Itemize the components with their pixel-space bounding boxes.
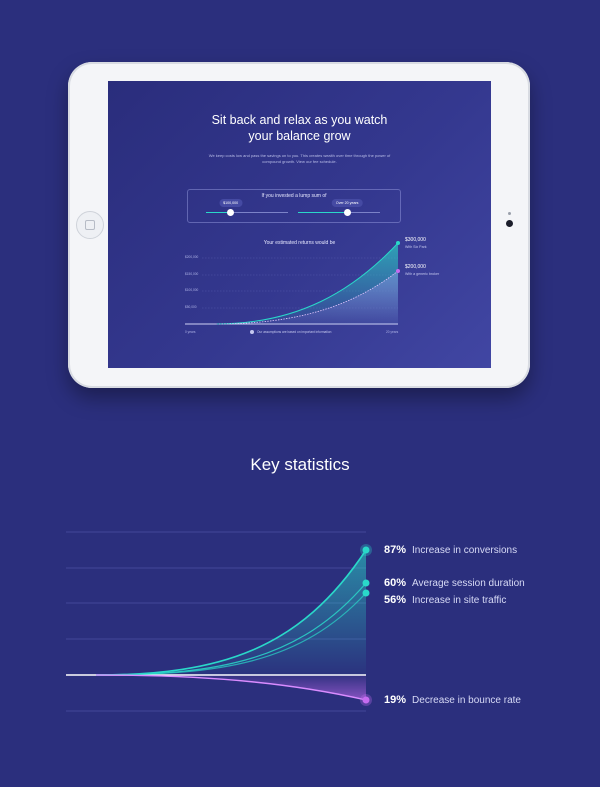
years-slider-fill: [298, 212, 348, 213]
years-value-pill: Over 20 years: [331, 199, 363, 207]
broker-callout-value: $200,000: [405, 264, 426, 270]
device-screen: Sit back and relax as you watch your bal…: [108, 81, 491, 368]
bounce-point: [362, 696, 370, 704]
amount-slider-fill: [206, 212, 231, 213]
stat-label: Increase in conversions: [412, 545, 518, 556]
stat-percent: 56%: [384, 594, 407, 606]
sixpark-line: [215, 242, 399, 325]
amount-slider[interactable]: $100,000: [206, 199, 288, 216]
traffic-line: [95, 592, 367, 676]
investment-calculator: If you invested a lump sum of $100,000 O…: [187, 189, 401, 223]
key-statistics-title: Key statistics: [250, 455, 350, 474]
sixpark-end-point: [396, 241, 400, 245]
stat-label: Average session duration: [412, 578, 525, 589]
light-sensor: [508, 212, 511, 215]
hero-subtitle: We keep costs low and pass the savings o…: [208, 153, 391, 164]
info-icon: [250, 330, 254, 335]
amount-slider-handle[interactable]: [227, 209, 235, 216]
amount-value-pill: $100,000: [219, 199, 243, 207]
stat-percent: 60%: [384, 577, 407, 589]
stat-label: Decrease in bounce rate: [412, 695, 521, 706]
front-camera: [506, 220, 513, 227]
stat-percent: 19%: [384, 694, 407, 706]
bounce-area: [96, 675, 366, 700]
stat-percent: 87%: [384, 544, 407, 556]
assumptions-note[interactable]: Our assumptions are based on important i…: [250, 330, 332, 335]
stat-label: Increase in site traffic: [412, 595, 507, 606]
sixpark-area: [216, 243, 398, 324]
returns-chart-title: Your estimated returns would be: [263, 240, 336, 246]
conversions-point: [362, 546, 370, 554]
home-button: [76, 211, 104, 239]
conversions-area: [96, 550, 366, 675]
ipad-device-frame: Sit back and relax as you watch your bal…: [68, 62, 530, 388]
y-tick: $150,000: [185, 272, 199, 276]
broker-end-point: [396, 269, 400, 273]
sixpark-callout-label: With Six Park: [405, 245, 427, 249]
stat-site-traffic: 56% Increase in site traffic: [384, 594, 506, 606]
stat-session-duration: 60% Average session duration: [384, 577, 525, 589]
calculator-title: If you invested a lump sum of: [261, 193, 327, 199]
hero-title: Sit back and relax as you watch your bal…: [211, 113, 388, 143]
years-slider[interactable]: Over 20 years: [298, 199, 380, 216]
stat-conversions: 87% Increase in conversions: [384, 544, 517, 556]
sixpark-callout-value: $300,000: [405, 237, 426, 243]
assumptions-note-text: Our assumptions are based on important i…: [257, 330, 332, 334]
broker-callout-label: With a generic broker: [405, 272, 440, 276]
x-tick-end: 20 years: [386, 330, 399, 334]
y-tick: $200,000: [185, 255, 199, 259]
returns-chart: [185, 241, 400, 325]
broker-line: [215, 270, 399, 325]
x-tick-start: 0 years: [185, 330, 196, 334]
bounce-line: [95, 674, 367, 701]
stat-bounce-rate: 19% Decrease in bounce rate: [384, 694, 521, 706]
y-tick: $50,000: [185, 305, 197, 309]
traffic-point: [362, 589, 370, 597]
y-tick: $100,000: [185, 288, 199, 292]
years-slider-handle[interactable]: [343, 209, 351, 216]
session-point: [362, 579, 370, 587]
